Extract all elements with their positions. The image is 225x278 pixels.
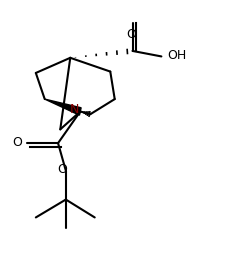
Polygon shape <box>45 99 81 115</box>
Text: O: O <box>13 136 22 148</box>
Text: N: N <box>69 103 79 116</box>
Text: OH: OH <box>167 49 186 62</box>
Text: O: O <box>57 163 67 176</box>
Text: O: O <box>127 28 137 41</box>
